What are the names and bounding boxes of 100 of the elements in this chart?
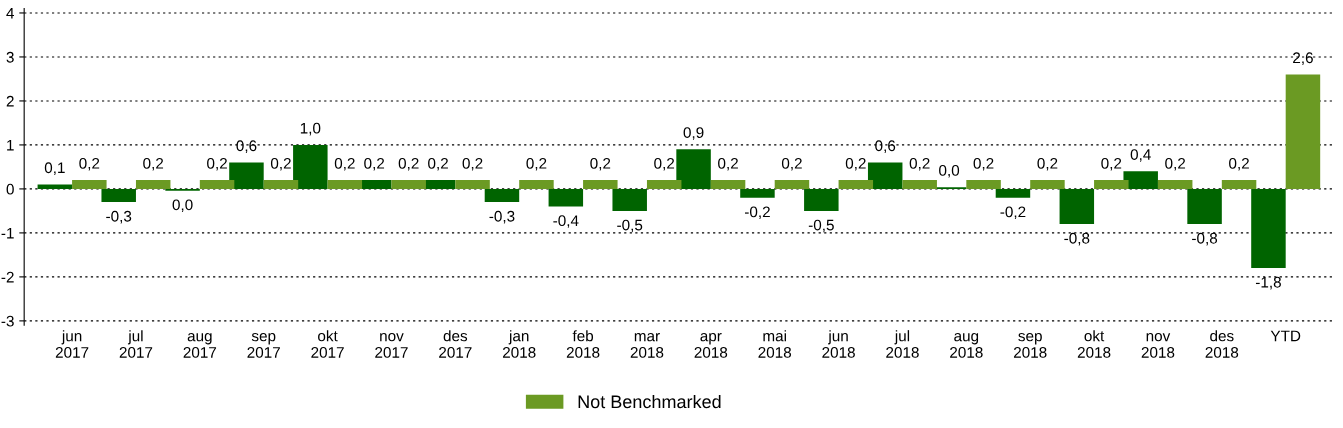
x-tick-label: aug 2017 bbox=[183, 332, 217, 358]
data-label: -0,3 bbox=[106, 210, 132, 224]
data-label: 0,2 bbox=[207, 157, 227, 171]
bar bbox=[867, 162, 903, 189]
bar bbox=[710, 180, 746, 189]
x-tick-label: jul 2017 bbox=[119, 330, 153, 358]
bar bbox=[1285, 74, 1321, 189]
x-tick-label: apr 2018 bbox=[694, 332, 728, 358]
data-label: -0,2 bbox=[1000, 206, 1026, 220]
y-tick-label: 1 bbox=[7, 139, 14, 151]
data-label: 0,2 bbox=[526, 157, 547, 171]
data-label: 0,1 bbox=[44, 162, 65, 175]
x-tick-label: des 2018 bbox=[1205, 330, 1239, 358]
data-label: -0,4 bbox=[553, 215, 579, 228]
data-label: 0,6 bbox=[236, 140, 257, 153]
data-label: 0,2 bbox=[781, 157, 802, 171]
data-label: 0,2 bbox=[398, 157, 419, 171]
x-tick-label: okt 2017 bbox=[311, 330, 344, 358]
data-label: 0,6 bbox=[875, 140, 896, 153]
bar bbox=[101, 188, 136, 203]
bar bbox=[72, 180, 107, 189]
x-tick-label: YTD bbox=[1270, 330, 1301, 342]
y-tick-label: 0 bbox=[6, 183, 14, 195]
data-label: -0,5 bbox=[617, 219, 643, 233]
x-tick-label: sep 2017 bbox=[247, 332, 280, 358]
data-label: 0,2 bbox=[143, 157, 164, 171]
bar bbox=[327, 180, 363, 189]
data-label: 0,9 bbox=[683, 127, 704, 140]
bar bbox=[199, 180, 235, 189]
bar bbox=[1094, 180, 1129, 189]
data-label: -0,8 bbox=[1064, 232, 1090, 246]
y-tick-label: -1 bbox=[1, 227, 14, 239]
bar bbox=[1221, 180, 1257, 189]
y-tick-label: -3 bbox=[1, 315, 14, 327]
bar bbox=[229, 162, 264, 189]
data-label: 0,2 bbox=[654, 157, 675, 171]
bar bbox=[1059, 188, 1095, 225]
data-label: 0,2 bbox=[79, 157, 100, 171]
bar bbox=[548, 188, 584, 207]
bar bbox=[583, 180, 618, 189]
data-label: 0,2 bbox=[845, 157, 866, 171]
data-label: -0,8 bbox=[1192, 232, 1218, 246]
bar bbox=[1030, 180, 1065, 189]
bar bbox=[135, 180, 171, 189]
x-tick-label: mar 2018 bbox=[630, 332, 664, 358]
data-label: 0,2 bbox=[1229, 157, 1249, 171]
y-tick-label: 3 bbox=[6, 51, 14, 63]
data-label: -0,5 bbox=[808, 219, 834, 233]
x-tick-label: sep 2018 bbox=[1013, 332, 1047, 358]
bar bbox=[1251, 188, 1286, 269]
x-tick-label: nov 2017 bbox=[375, 332, 408, 358]
bar bbox=[1157, 180, 1193, 189]
bar bbox=[838, 180, 874, 189]
bar bbox=[455, 180, 490, 189]
bar bbox=[484, 188, 520, 203]
x-tick-label: des 2017 bbox=[439, 330, 472, 358]
x-tick-label: jun 2017 bbox=[55, 330, 89, 358]
bar bbox=[902, 180, 937, 189]
legend-label: Not Benchmarked bbox=[578, 394, 721, 409]
data-label: 1,0 bbox=[300, 122, 321, 136]
x-tick-label: jan 2018 bbox=[502, 330, 536, 358]
data-label: 0,2 bbox=[428, 157, 448, 171]
bar bbox=[740, 188, 775, 198]
bar bbox=[646, 180, 682, 189]
bar bbox=[1187, 188, 1222, 225]
data-label: 0,0 bbox=[172, 199, 193, 213]
data-label: 0,2 bbox=[334, 157, 355, 171]
x-tick-label: jun 2018 bbox=[822, 330, 855, 358]
data-label: 0,2 bbox=[1037, 157, 1058, 171]
x-tick-label: jul 2018 bbox=[886, 330, 919, 358]
x-tick-label: aug 2018 bbox=[950, 332, 983, 358]
x-tick-label: nov 2018 bbox=[1141, 332, 1175, 358]
data-label: 0,2 bbox=[364, 157, 385, 171]
data-label: 0,2 bbox=[462, 157, 483, 171]
bar bbox=[519, 180, 554, 189]
bar bbox=[676, 149, 711, 189]
data-label: 0,2 bbox=[270, 157, 291, 171]
data-label: -1,8 bbox=[1255, 276, 1281, 290]
data-label: 0,2 bbox=[909, 157, 930, 171]
bar bbox=[293, 144, 328, 189]
x-tick-label: mai 2018 bbox=[758, 330, 792, 358]
data-label: 0,2 bbox=[1101, 157, 1122, 171]
data-label: 0,2 bbox=[1165, 157, 1186, 171]
y-tick-label: 2 bbox=[6, 95, 14, 107]
y-tick-label: -2 bbox=[1, 271, 14, 283]
x-tick-label: feb 2018 bbox=[566, 330, 600, 358]
data-label: 2,6 bbox=[1293, 52, 1313, 65]
bar bbox=[391, 180, 426, 189]
bar bbox=[263, 180, 299, 189]
bar bbox=[612, 188, 647, 211]
bar bbox=[995, 188, 1031, 198]
data-label: 0,0 bbox=[939, 164, 960, 178]
y-tick-label: 4 bbox=[6, 7, 15, 19]
data-label: -0,2 bbox=[744, 206, 770, 220]
data-label: 0,2 bbox=[590, 157, 611, 171]
bar bbox=[804, 188, 839, 211]
data-label: 0,2 bbox=[718, 157, 738, 171]
data-label: -0,3 bbox=[489, 210, 515, 224]
bar bbox=[1123, 171, 1158, 189]
bar bbox=[774, 180, 810, 189]
